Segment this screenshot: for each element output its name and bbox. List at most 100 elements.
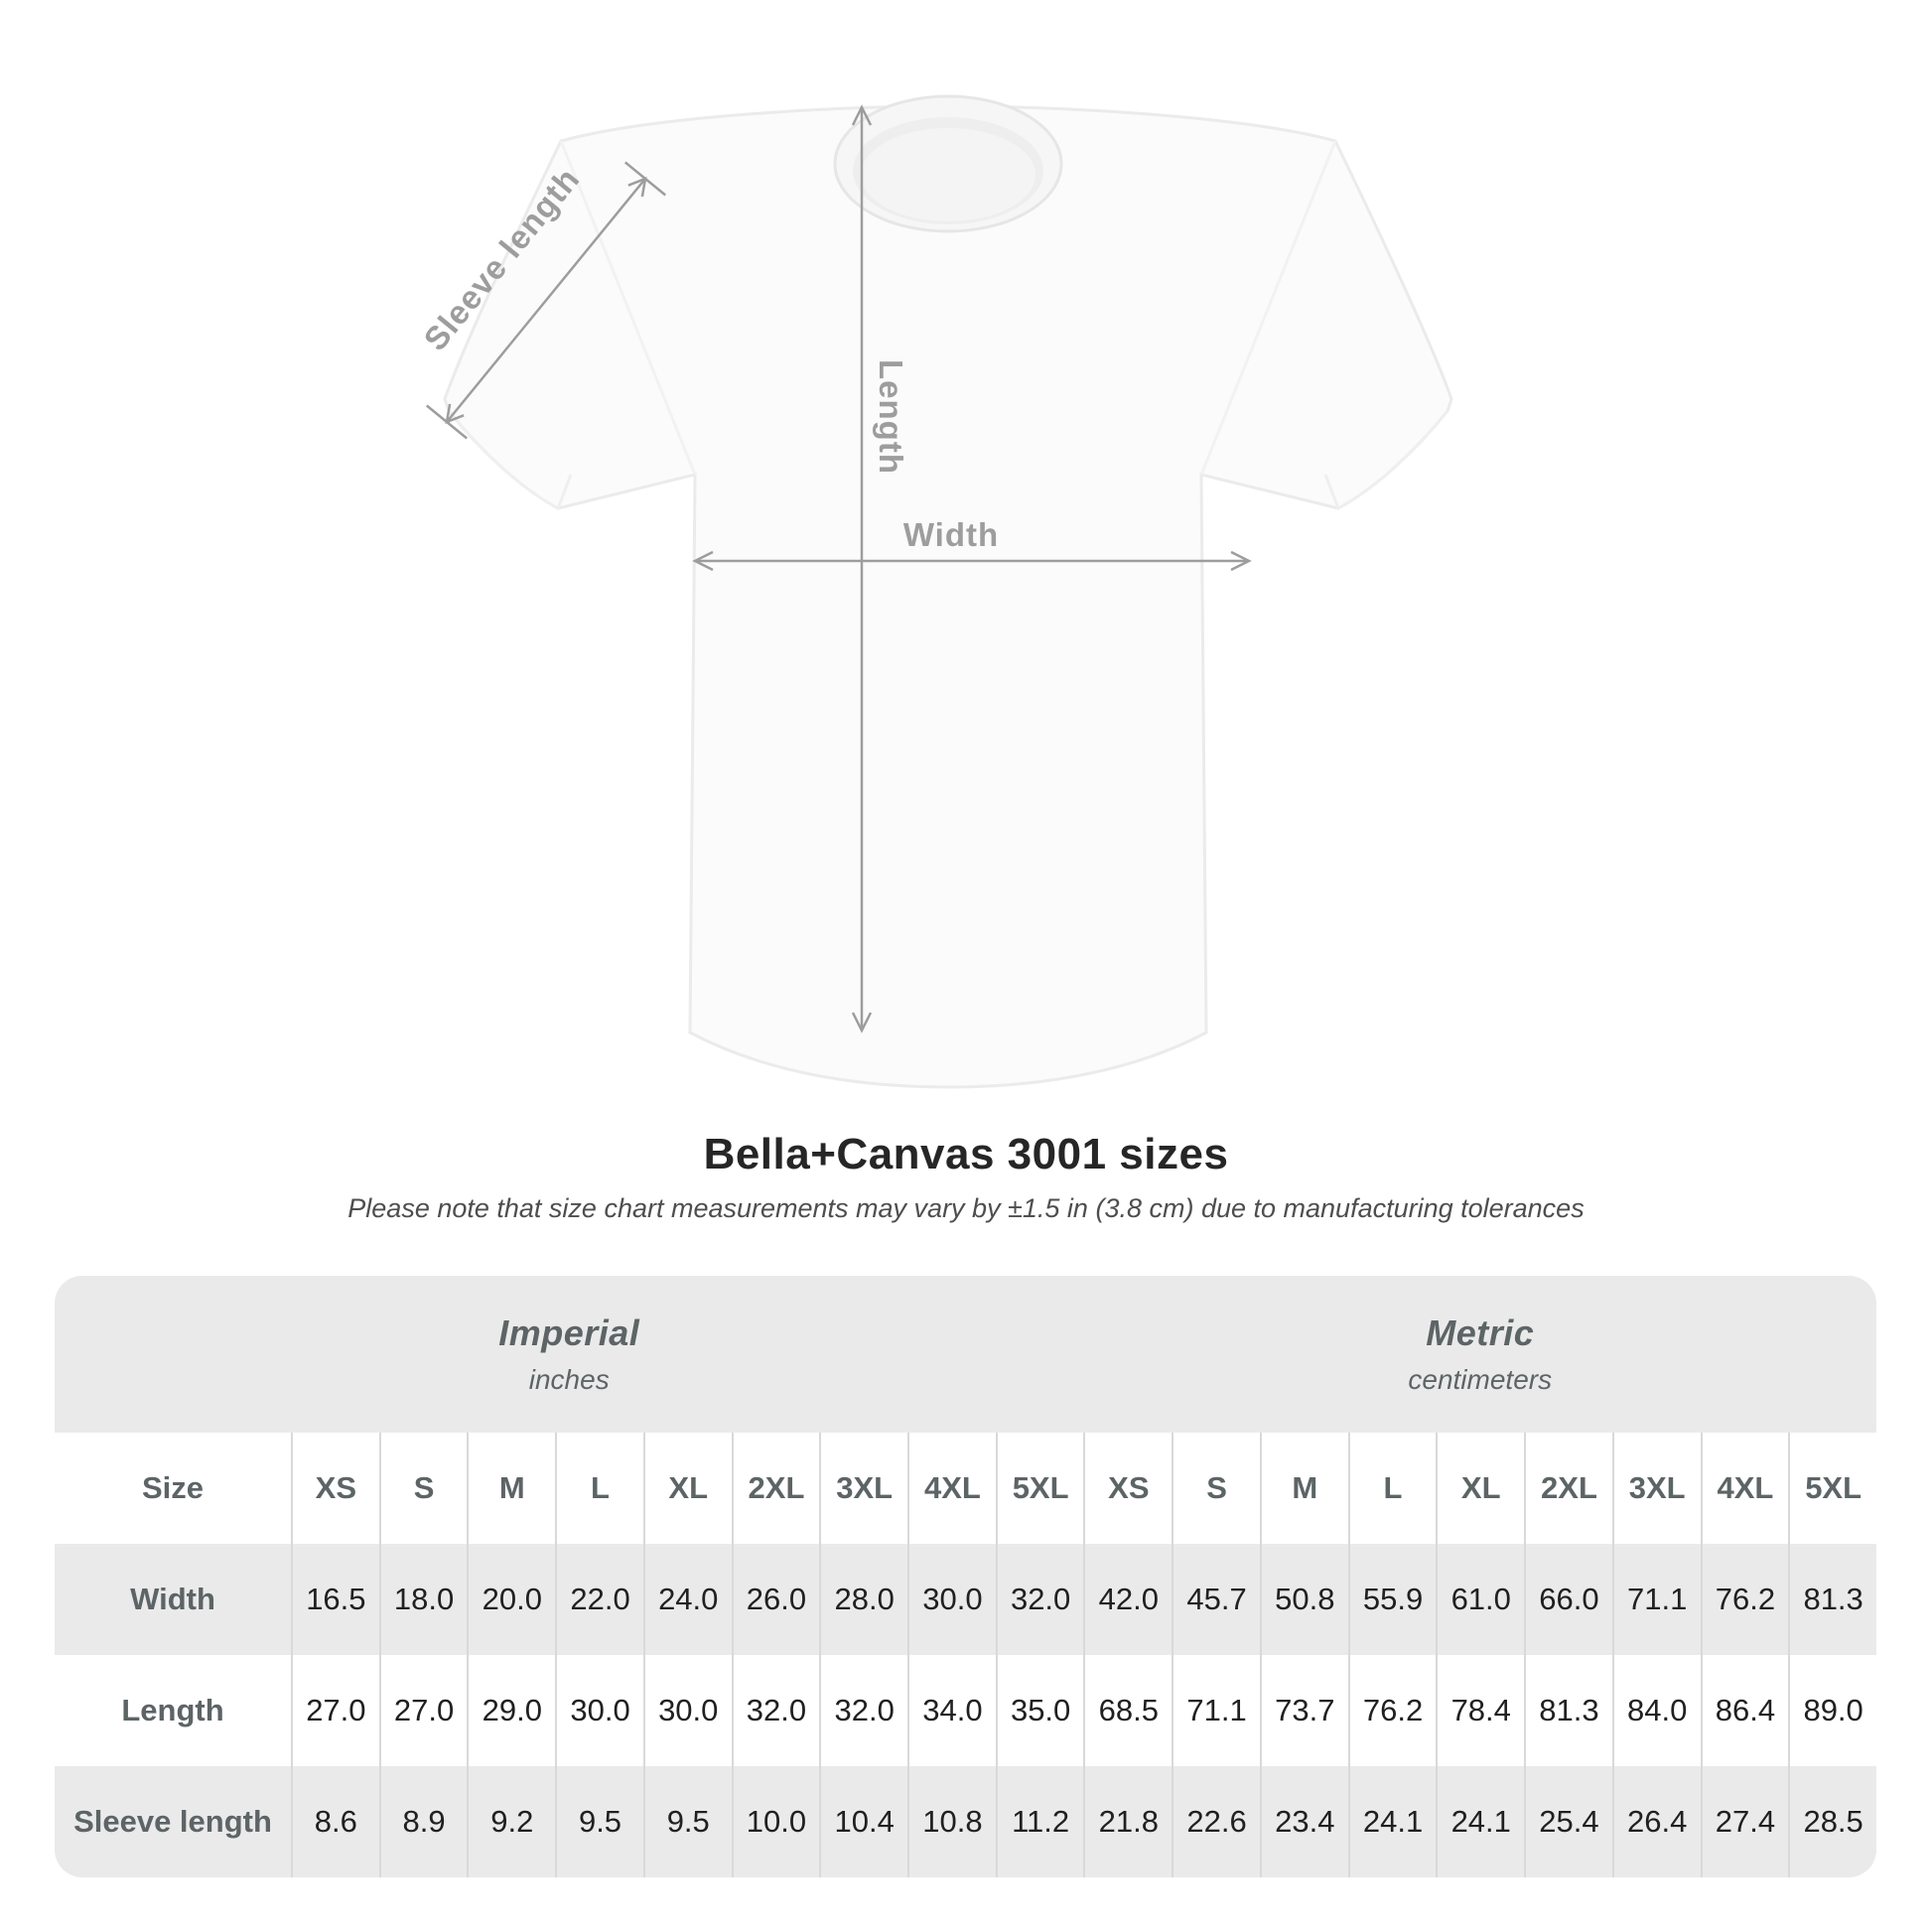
table-cell: 9.5 — [555, 1766, 643, 1877]
arrowhead-icon — [1230, 550, 1252, 572]
size-header: 4XL — [907, 1433, 996, 1544]
table-cell: 27.4 — [1700, 1766, 1789, 1877]
table-cell: 25.4 — [1524, 1766, 1612, 1877]
table-cell: 30.0 — [642, 1655, 732, 1766]
imperial-unit: inches — [528, 1364, 610, 1395]
table-cell: 28.0 — [819, 1544, 908, 1655]
table-cell: 9.5 — [642, 1766, 732, 1877]
table-cell: 11.2 — [995, 1766, 1084, 1877]
size-header: 3XL — [819, 1433, 908, 1544]
size-header: L — [555, 1433, 643, 1544]
table-cell: 32.0 — [731, 1655, 820, 1766]
table-cell: 20.0 — [467, 1544, 556, 1655]
table-cell: 66.0 — [1524, 1544, 1612, 1655]
row-label-sleeve-length: Sleeve length — [55, 1766, 291, 1877]
table-cell: 84.0 — [1611, 1655, 1701, 1766]
right-cuff-fold — [1323, 410, 1449, 511]
left-shoulder-seam — [559, 140, 697, 476]
width-arrow — [692, 550, 1252, 572]
table-cell: 26.4 — [1611, 1766, 1701, 1877]
table-cell: 71.1 — [1172, 1655, 1260, 1766]
table-cell: 28.5 — [1788, 1766, 1876, 1877]
row-label-length: Length — [55, 1655, 291, 1766]
table-cell: 8.9 — [378, 1766, 468, 1877]
size-header: L — [1347, 1433, 1437, 1544]
end-tick — [624, 161, 666, 197]
tshirt-illustration — [443, 94, 1453, 1089]
collar-inner — [861, 128, 1035, 221]
size-header: 4XL — [1700, 1433, 1789, 1544]
table-cell: 30.0 — [907, 1544, 996, 1655]
size-header: 2XL — [731, 1433, 820, 1544]
table-cell: 30.0 — [555, 1655, 643, 1766]
left-cuff-fold — [447, 410, 573, 511]
table-cell: 55.9 — [1347, 1544, 1437, 1655]
table-cell: 73.7 — [1259, 1655, 1348, 1766]
table-cell: 76.2 — [1347, 1655, 1437, 1766]
size-header: XL — [642, 1433, 732, 1544]
table-cell: 27.0 — [291, 1655, 379, 1766]
end-tick — [426, 404, 468, 440]
metric-band: Metric centimeters — [1083, 1276, 1876, 1433]
table-cell: 81.3 — [1788, 1544, 1876, 1655]
table-cell: 32.0 — [995, 1544, 1084, 1655]
table-cell: 34.0 — [907, 1655, 996, 1766]
table-cell: 29.0 — [467, 1655, 556, 1766]
table-cell: 86.4 — [1700, 1655, 1789, 1766]
metric-unit: centimeters — [1408, 1364, 1553, 1395]
table-cell: 81.3 — [1524, 1655, 1612, 1766]
size-header: S — [1172, 1433, 1260, 1544]
table-cell: 76.2 — [1700, 1544, 1789, 1655]
table-cell: 42.0 — [1083, 1544, 1173, 1655]
width-label: Width — [903, 516, 999, 553]
table-cell: 24.1 — [1347, 1766, 1437, 1877]
table-cell: 61.0 — [1436, 1544, 1525, 1655]
row-label-width: Width — [55, 1544, 291, 1655]
size-table: Imperial inches Metric centimeters Size … — [55, 1276, 1876, 1877]
imperial-band: Imperial inches — [55, 1276, 1084, 1433]
table-cell: 27.0 — [378, 1655, 468, 1766]
arrowhead-icon — [692, 550, 714, 572]
table-cell: 68.5 — [1083, 1655, 1173, 1766]
table-cell: 8.6 — [291, 1766, 379, 1877]
right-shoulder-seam — [1199, 140, 1337, 476]
arrowhead-icon — [851, 104, 873, 126]
table-cell: 22.0 — [555, 1544, 643, 1655]
arrowhead-icon — [851, 1012, 873, 1034]
table-cell: 23.4 — [1259, 1766, 1348, 1877]
table-cell: 32.0 — [819, 1655, 908, 1766]
table-cell: 50.8 — [1259, 1544, 1348, 1655]
size-header: 2XL — [1524, 1433, 1612, 1544]
size-header: M — [467, 1433, 556, 1544]
table-cell: 24.1 — [1436, 1766, 1525, 1877]
table-cell: 35.0 — [995, 1655, 1084, 1766]
table-cell: 22.6 — [1172, 1766, 1260, 1877]
table-cell: 9.2 — [467, 1766, 556, 1877]
size-column-header: Size — [55, 1433, 291, 1544]
tolerance-note: Please note that size chart measurements… — [347, 1193, 1585, 1223]
length-arrow — [851, 104, 873, 1034]
table-cell: 21.8 — [1083, 1766, 1173, 1877]
size-header: XS — [1083, 1433, 1173, 1544]
size-header: 5XL — [995, 1433, 1084, 1544]
table-cell: 10.8 — [907, 1766, 996, 1877]
table-cell: 24.0 — [642, 1544, 732, 1655]
tshirt-measurement-diagram: Sleeve length Length Width — [416, 94, 1453, 1089]
sleeve-length-arrow — [426, 161, 666, 440]
size-header: XS — [291, 1433, 379, 1544]
table-cell: 10.4 — [819, 1766, 908, 1877]
table-cell: 89.0 — [1788, 1655, 1876, 1766]
page-title: Bella+Canvas 3001 sizes — [703, 1130, 1229, 1178]
size-header: XL — [1436, 1433, 1525, 1544]
size-header: 3XL — [1611, 1433, 1701, 1544]
size-header: M — [1259, 1433, 1348, 1544]
table-cell: 45.7 — [1172, 1544, 1260, 1655]
table-cell: 71.1 — [1611, 1544, 1701, 1655]
imperial-title: Imperial — [498, 1312, 640, 1353]
size-header: S — [378, 1433, 468, 1544]
table-cell: 18.0 — [378, 1544, 468, 1655]
table-cell: 16.5 — [291, 1544, 379, 1655]
table-cell: 10.0 — [731, 1766, 820, 1877]
table-cell: 26.0 — [731, 1544, 820, 1655]
